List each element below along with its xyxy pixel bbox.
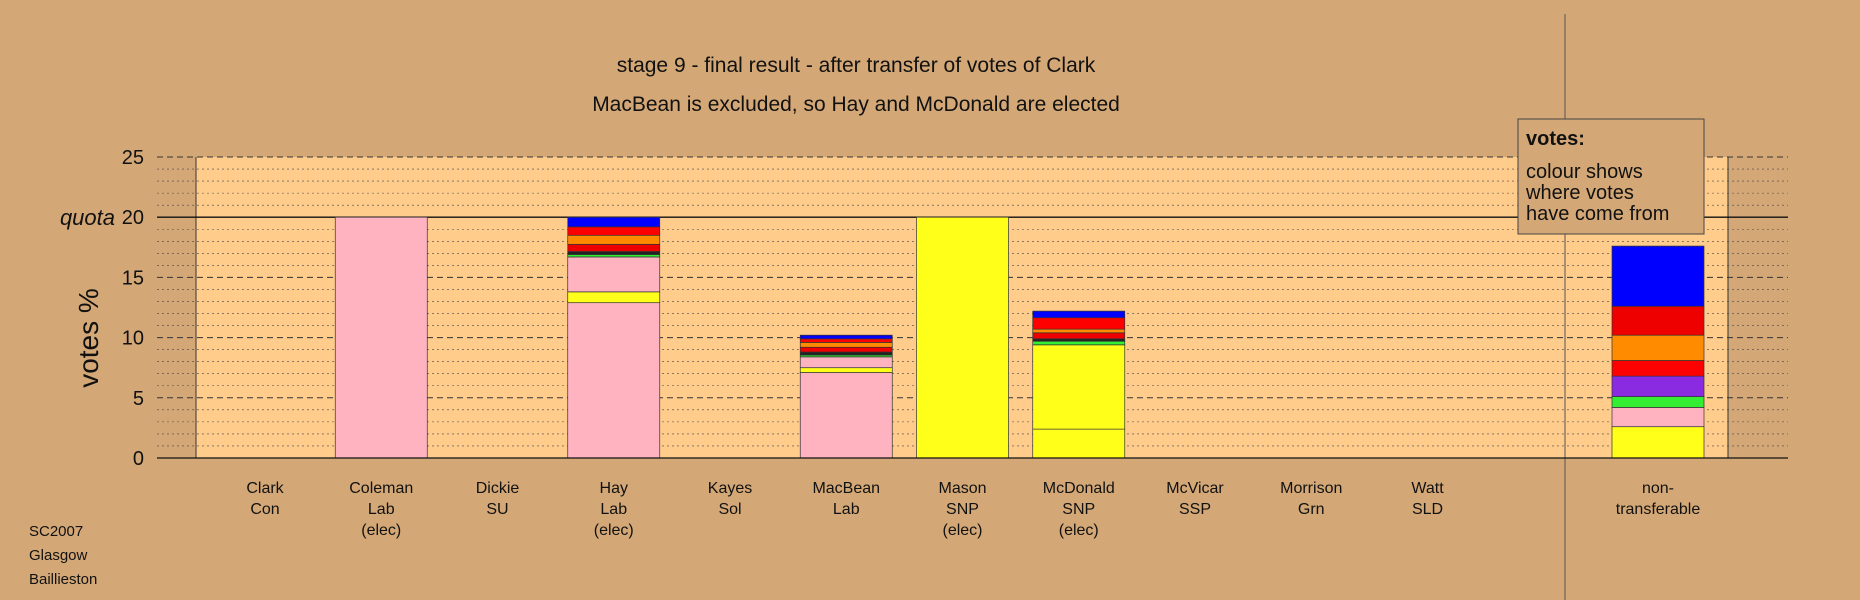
category-label: Kayes (708, 480, 752, 497)
bar-segment (1611, 426, 1705, 459)
category-label: (elec) (942, 522, 982, 539)
bar-segment (1032, 340, 1126, 346)
bar-segment (1032, 428, 1126, 459)
category-label: McDonald (1043, 480, 1115, 497)
bar-segment (567, 291, 661, 304)
category-label: Mason (938, 480, 986, 497)
y-axis-label: votes % (73, 288, 104, 388)
category-label: (elec) (1059, 522, 1099, 539)
category-label: Morrison (1280, 480, 1342, 497)
category-label: Lab (368, 501, 395, 518)
category-label: Grn (1298, 501, 1325, 518)
bar-segment (567, 226, 661, 236)
footer-line-1: SC2007 (29, 523, 83, 540)
y-tick-label: 5 (133, 388, 144, 410)
category-label: MacBean (812, 480, 880, 497)
category-label: Hay (600, 480, 628, 497)
bar-segment (1032, 344, 1126, 430)
bar-segment (567, 216, 661, 228)
bar-segment (799, 342, 893, 348)
category-label: Dickie (476, 480, 520, 497)
bar-segment (567, 234, 661, 245)
bar-segment (1611, 407, 1705, 428)
bar-segment (1611, 396, 1705, 408)
legend-title: votes: (1526, 128, 1585, 150)
category-label: SU (486, 501, 508, 518)
category-label: (elec) (594, 522, 634, 539)
category-label: non- (1642, 480, 1674, 497)
chart-title: stage 9 - final result - after transfer … (617, 54, 1096, 77)
category-label: SNP (946, 501, 979, 518)
chart-subtitle: MacBean is excluded, so Hay and McDonald… (592, 93, 1120, 116)
legend-box (1517, 118, 1705, 235)
bar-segment (567, 251, 661, 255)
category-label: SNP (1062, 501, 1095, 518)
y-tick-label: 10 (122, 328, 144, 350)
quota-label: quota (60, 205, 115, 230)
y-tick-label: 15 (122, 267, 144, 289)
legend: votes: colour shows where votes have com… (1517, 118, 1705, 235)
bar-segment (799, 334, 893, 340)
category-label: Coleman (349, 480, 413, 497)
bar-segment (1032, 317, 1126, 330)
bar-segment (567, 254, 661, 258)
bar-segment (799, 338, 893, 343)
category-label: (elec) (361, 522, 401, 539)
category-label: SLD (1412, 501, 1443, 518)
axes: 0 5 10 15 quota 20 25 (60, 147, 1788, 470)
bar-segment (1032, 328, 1126, 334)
legend-line-3: have come from (1526, 203, 1669, 225)
footer-line-2: Glasgow (29, 547, 88, 564)
footer-line-3: Baillieston (29, 571, 97, 588)
bar-segment (1611, 375, 1705, 397)
bar-segment (1611, 334, 1705, 361)
bars (334, 216, 1705, 459)
bar-segment (799, 367, 893, 373)
category-label: Watt (1411, 480, 1444, 497)
bar-segment (567, 243, 661, 252)
category-label: Lab (833, 501, 860, 518)
category-label: Sol (718, 501, 741, 518)
bar-segment (334, 216, 428, 459)
bar-segment (567, 302, 661, 459)
legend-line-2: where votes (1525, 182, 1634, 204)
bar-segment (1611, 245, 1705, 307)
bar-segment (1032, 338, 1126, 342)
legend-line-1: colour shows (1526, 161, 1643, 183)
footer: SC2007 Glasgow Baillieston (29, 523, 97, 588)
bar-segment (1032, 310, 1126, 319)
category-label: Clark (246, 480, 284, 497)
bar-segment (799, 356, 893, 369)
bar-segment (916, 216, 1009, 459)
bar-segment (1611, 360, 1705, 377)
bar-segment (1611, 305, 1705, 336)
bar-segment (799, 346, 893, 353)
category-label: SSP (1179, 501, 1211, 518)
category-label: Lab (600, 501, 627, 518)
category-labels: Clark Con Coleman Lab (elec) Dickie SU Hay Lab (e… (246, 480, 1700, 539)
y-tick-label: 20 (122, 207, 144, 229)
bar-segment (799, 351, 893, 356)
bar-segment (567, 256, 661, 293)
category-label: McVicar (1166, 480, 1224, 497)
category-label: Con (250, 501, 279, 518)
category-label: transferable (1616, 501, 1701, 518)
y-tick-label: 0 (133, 448, 144, 470)
bar-segment (1032, 332, 1126, 340)
y-tick-label: 25 (122, 147, 144, 169)
bar-segment (799, 372, 893, 459)
